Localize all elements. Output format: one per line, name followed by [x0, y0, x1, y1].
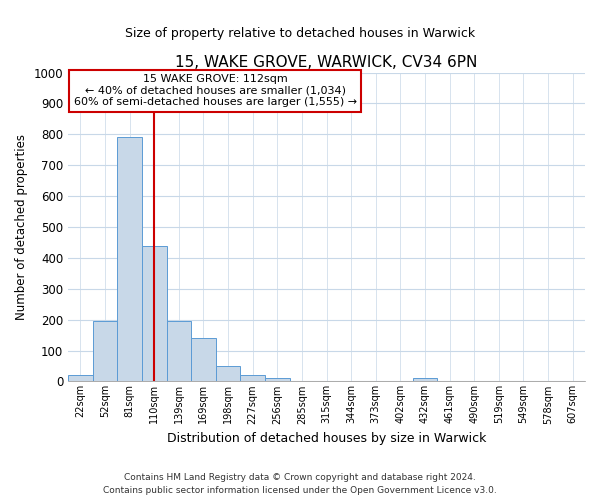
X-axis label: Distribution of detached houses by size in Warwick: Distribution of detached houses by size … — [167, 432, 486, 445]
Bar — [191, 338, 216, 382]
Text: Contains HM Land Registry data © Crown copyright and database right 2024.
Contai: Contains HM Land Registry data © Crown c… — [103, 474, 497, 495]
Text: 15 WAKE GROVE: 112sqm
← 40% of detached houses are smaller (1,034)
60% of semi-d: 15 WAKE GROVE: 112sqm ← 40% of detached … — [74, 74, 357, 108]
Bar — [167, 321, 191, 382]
Bar — [92, 321, 117, 382]
Y-axis label: Number of detached properties: Number of detached properties — [15, 134, 28, 320]
Title: 15, WAKE GROVE, WARWICK, CV34 6PN: 15, WAKE GROVE, WARWICK, CV34 6PN — [175, 55, 478, 70]
Text: Size of property relative to detached houses in Warwick: Size of property relative to detached ho… — [125, 28, 475, 40]
Bar — [142, 246, 167, 382]
Bar — [241, 375, 265, 382]
Bar — [413, 378, 437, 382]
Bar — [216, 366, 241, 382]
Bar — [117, 138, 142, 382]
Bar — [68, 375, 92, 382]
Bar — [265, 378, 290, 382]
